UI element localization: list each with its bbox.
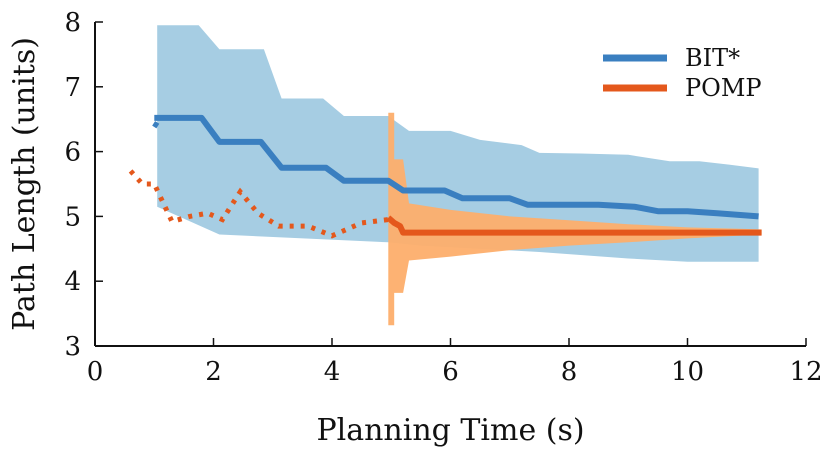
x-tick-label: 0	[87, 357, 104, 387]
confidence-bands	[157, 25, 762, 326]
y-tick-label: 5	[64, 202, 81, 232]
x-tick-label: 8	[561, 357, 578, 387]
ticks: 0 2 4 6 8 10 12 3 4 5 6 7 8	[64, 8, 822, 387]
legend-label-pomp: POMP	[685, 74, 762, 102]
band-pomp	[388, 112, 762, 326]
line-bit-star-initial	[152, 121, 160, 129]
x-tick-label: 12	[789, 357, 822, 387]
legend-label-bit-star: BIT*	[685, 44, 740, 72]
y-tick-label: 4	[64, 267, 81, 297]
x-tick-label: 2	[205, 357, 222, 387]
x-tick-label: 4	[324, 357, 341, 387]
y-axis-title: Path Length (units)	[7, 37, 42, 331]
line-pomp-median	[386, 215, 762, 236]
y-tick-label: 6	[64, 138, 81, 168]
legend: BIT* POMP	[603, 44, 762, 102]
line-pomp-dotted	[128, 169, 389, 239]
y-tick-label: 7	[64, 73, 81, 103]
line-bit-star-median	[154, 114, 759, 220]
y-tick-label: 3	[64, 332, 81, 362]
x-tick-label: 6	[442, 357, 459, 387]
series-lines	[128, 114, 762, 239]
y-tick-label: 8	[64, 8, 81, 38]
x-tick-label: 10	[671, 357, 704, 387]
x-axis-title: Planning Time (s)	[316, 413, 584, 448]
